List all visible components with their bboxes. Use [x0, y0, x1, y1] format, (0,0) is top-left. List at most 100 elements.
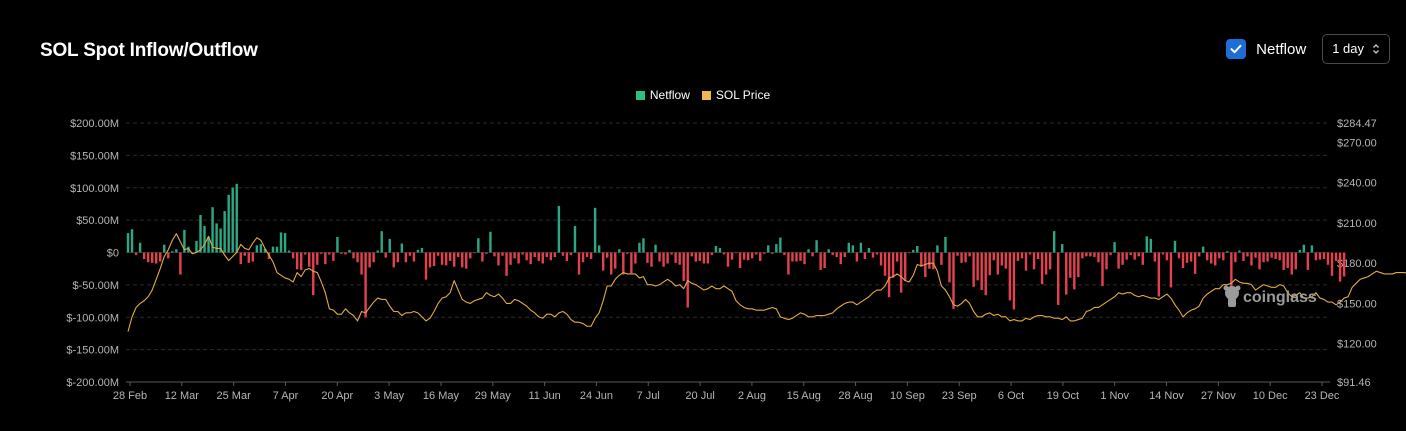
netflow-bar[interactable]	[1181, 252, 1185, 269]
netflow-bar[interactable]	[1012, 252, 1016, 310]
netflow-bar[interactable]	[146, 252, 150, 263]
netflow-bar[interactable]	[1105, 252, 1108, 270]
netflow-bar[interactable]	[622, 252, 625, 275]
netflow-bar[interactable]	[1036, 252, 1040, 259]
netflow-bar[interactable]	[537, 252, 540, 261]
netflow-bar[interactable]	[581, 252, 585, 263]
netflow-bar[interactable]	[328, 252, 331, 255]
netflow-bar[interactable]	[1061, 244, 1064, 253]
netflow-bar[interactable]	[775, 244, 778, 253]
netflow-bar[interactable]	[557, 205, 561, 253]
netflow-bar[interactable]	[404, 252, 408, 263]
netflow-bar[interactable]	[1065, 252, 1068, 295]
netflow-bar[interactable]	[138, 242, 142, 253]
netflow-bar[interactable]	[944, 236, 947, 253]
netflow-bar[interactable]	[1161, 252, 1165, 255]
netflow-bar[interactable]	[1250, 252, 1253, 266]
netflow-bar[interactable]	[968, 252, 971, 257]
netflow-bar[interactable]	[416, 249, 420, 253]
netflow-bar[interactable]	[332, 252, 335, 261]
netflow-bar[interactable]	[940, 252, 943, 265]
netflow-bar[interactable]	[1294, 252, 1297, 270]
netflow-bar[interactable]	[908, 252, 911, 254]
netflow-bar[interactable]	[597, 245, 601, 253]
netflow-bar[interactable]	[316, 252, 319, 265]
netflow-bar[interactable]	[384, 252, 387, 258]
netflow-bar[interactable]	[718, 247, 722, 253]
netflow-bar[interactable]	[956, 252, 959, 256]
netflow-bar[interactable]	[428, 252, 432, 268]
netflow-bar[interactable]	[287, 250, 291, 253]
netflow-bar[interactable]	[291, 252, 295, 259]
netflow-bar[interactable]	[734, 252, 738, 254]
netflow-bar[interactable]	[750, 252, 754, 259]
netflow-bar[interactable]	[1290, 252, 1293, 275]
netflow-bar[interactable]	[589, 252, 593, 259]
netflow-bar[interactable]	[1302, 244, 1306, 253]
netflow-bar[interactable]	[352, 252, 355, 259]
netflow-bar[interactable]	[1218, 252, 1221, 259]
netflow-bar[interactable]	[283, 233, 287, 253]
netflow-bar[interactable]	[831, 252, 834, 256]
netflow-bar[interactable]	[601, 252, 605, 271]
netflow-bar[interactable]	[698, 252, 702, 261]
netflow-bar[interactable]	[1000, 252, 1004, 266]
netflow-bar[interactable]	[855, 252, 859, 262]
netflow-bar[interactable]	[360, 252, 363, 275]
netflow-bar[interactable]	[1278, 252, 1281, 261]
netflow-bar[interactable]	[549, 252, 553, 261]
netflow-bar[interactable]	[1258, 252, 1261, 270]
netflow-bar[interactable]	[344, 252, 347, 255]
netflow-bar[interactable]	[1044, 252, 1048, 275]
netflow-bar[interactable]	[1274, 252, 1277, 259]
netflow-bar[interactable]	[243, 252, 246, 256]
netflow-bar[interactable]	[163, 244, 166, 253]
netflow-bar[interactable]	[1334, 252, 1338, 261]
netflow-checkbox[interactable]	[1226, 39, 1247, 59]
netflow-bar[interactable]	[432, 252, 436, 267]
netflow-bar[interactable]	[1004, 252, 1008, 269]
netflow-bar[interactable]	[1197, 252, 1201, 257]
netflow-bar[interactable]	[1093, 252, 1096, 258]
netflow-bar[interactable]	[1173, 240, 1177, 253]
netflow-bar[interactable]	[517, 252, 520, 264]
netflow-bar[interactable]	[219, 228, 222, 253]
netflow-bar[interactable]	[1254, 252, 1257, 258]
netflow-bar[interactable]	[465, 252, 468, 269]
netflow-bar[interactable]	[1129, 252, 1132, 256]
netflow-bar[interactable]	[984, 252, 987, 296]
netflow-bar[interactable]	[1020, 252, 1024, 259]
netflow-bar[interactable]	[1032, 252, 1036, 270]
netflow-bar[interactable]	[650, 252, 653, 267]
netflow-bar[interactable]	[408, 252, 412, 256]
netflow-bar[interactable]	[493, 252, 496, 257]
netflow-bar[interactable]	[159, 252, 162, 262]
netflow-bar[interactable]	[819, 252, 822, 270]
netflow-bar[interactable]	[577, 252, 581, 275]
netflow-bar[interactable]	[1246, 252, 1249, 257]
netflow-bar[interactable]	[239, 252, 242, 265]
netflow-bar[interactable]	[1069, 252, 1072, 278]
netflow-bar[interactable]	[654, 244, 657, 253]
netflow-bar[interactable]	[509, 252, 512, 265]
netflow-bar[interactable]	[440, 252, 444, 265]
netflow-bar[interactable]	[642, 238, 645, 253]
netflow-bar[interactable]	[259, 244, 263, 253]
netflow-bar[interactable]	[1193, 252, 1197, 274]
netflow-bar[interactable]	[992, 252, 995, 261]
netflow-bar[interactable]	[545, 252, 549, 258]
netflow-bar[interactable]	[883, 252, 887, 276]
netflow-bar[interactable]	[1157, 252, 1161, 297]
netflow-bar[interactable]	[803, 252, 806, 265]
netflow-bar[interactable]	[1342, 252, 1346, 277]
interval-select[interactable]: 1 day	[1322, 34, 1390, 64]
netflow-bar[interactable]	[1234, 252, 1237, 263]
netflow-bar[interactable]	[195, 240, 198, 253]
netflow-bar[interactable]	[1024, 252, 1028, 271]
netflow-bar[interactable]	[263, 248, 267, 253]
netflow-bar[interactable]	[916, 246, 919, 253]
netflow-bar[interactable]	[871, 252, 875, 258]
netflow-bar[interactable]	[1226, 251, 1229, 253]
netflow-bar[interactable]	[187, 246, 190, 253]
netflow-bar[interactable]	[1214, 252, 1217, 266]
